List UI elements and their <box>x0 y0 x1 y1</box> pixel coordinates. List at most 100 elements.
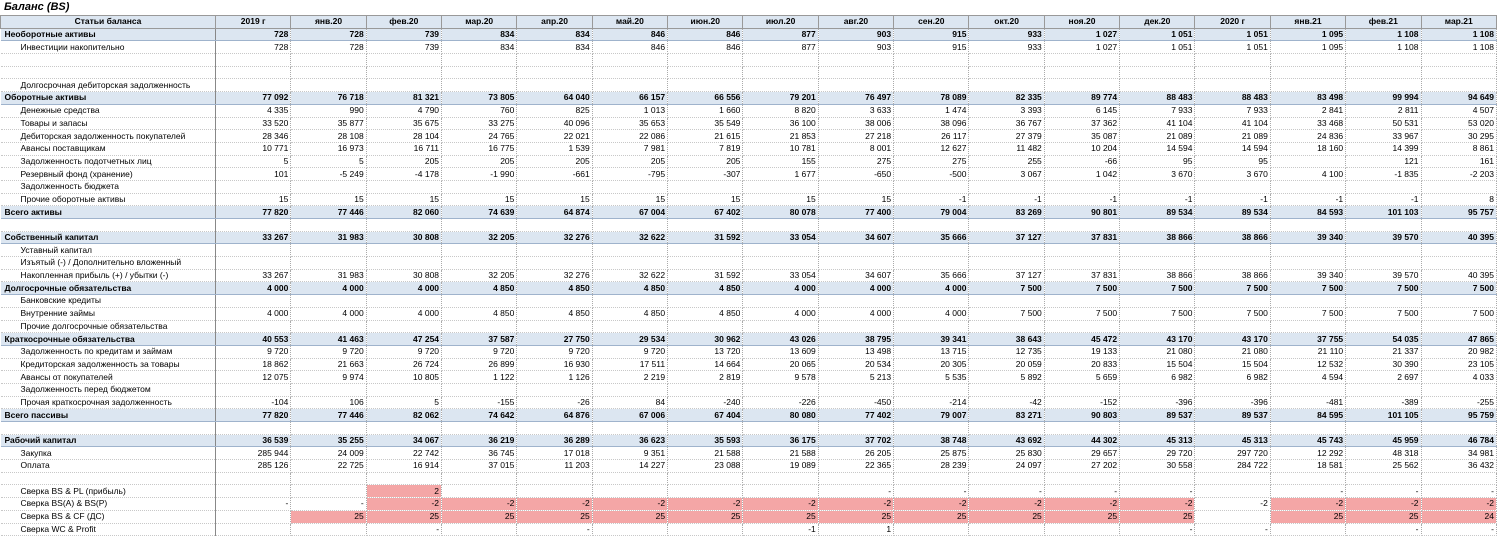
cell: 4 000 <box>818 307 895 321</box>
column-header: янв.20 <box>290 15 367 29</box>
cell: 9 974 <box>290 370 367 384</box>
cell: 13 609 <box>742 345 819 359</box>
cell: 21 080 <box>1119 345 1196 359</box>
cell <box>592 294 669 308</box>
column-header: окт.20 <box>968 15 1045 29</box>
cell: -2 <box>1044 497 1121 511</box>
cell: 25 <box>1270 510 1347 524</box>
cell: -2 <box>1194 497 1271 511</box>
cell <box>968 472 1045 486</box>
cell: 36 100 <box>742 117 819 131</box>
cell <box>818 78 895 93</box>
cell: 64 876 <box>516 408 593 422</box>
cell: 25 <box>1345 510 1422 524</box>
cell <box>742 383 819 397</box>
cell: 39 341 <box>893 332 970 346</box>
cell <box>893 66 970 80</box>
cell: 53 020 <box>1421 117 1497 131</box>
cell <box>893 78 970 93</box>
row-label: Авансы от покупателей <box>0 370 216 384</box>
cell: 34 607 <box>818 269 895 283</box>
cell: 37 127 <box>968 269 1045 283</box>
cell: -42 <box>968 396 1045 410</box>
cell: 7 500 <box>1119 281 1196 296</box>
cell: -2 <box>1270 497 1347 511</box>
cell: 25 <box>968 510 1045 524</box>
cell <box>290 383 367 397</box>
cell: 29 534 <box>592 332 669 346</box>
cell: 1 108 <box>1345 40 1422 55</box>
cell <box>592 383 669 397</box>
cell: 5 <box>290 155 367 169</box>
cell: 38 866 <box>1119 231 1196 245</box>
cell <box>1270 320 1347 334</box>
cell: 18 581 <box>1270 459 1347 473</box>
row-label: Всего пассивы <box>0 408 216 422</box>
cell <box>215 243 292 258</box>
table-row: Уставный капитал <box>0 243 1497 258</box>
cell: 27 202 <box>1044 459 1121 473</box>
cell <box>1044 180 1121 194</box>
cell <box>667 218 744 232</box>
cell: 4 033 <box>1421 370 1497 384</box>
cell: 40 553 <box>215 332 292 346</box>
cell: 40 096 <box>516 117 593 131</box>
cell <box>1119 320 1196 334</box>
cell: -2 <box>1345 497 1422 511</box>
cell <box>1119 218 1196 232</box>
cell: 15 <box>742 193 819 207</box>
row-label: Сверка WC & Profit <box>0 523 216 537</box>
cell <box>1345 472 1422 486</box>
cell: 4 000 <box>215 307 292 321</box>
cell: 4 000 <box>290 307 367 321</box>
cell: 43 170 <box>1119 332 1196 346</box>
cell: 1 539 <box>516 142 593 156</box>
cell <box>968 383 1045 397</box>
cell: -500 <box>893 167 970 181</box>
cell: -2 <box>742 497 819 511</box>
cell: - <box>968 484 1045 499</box>
cell: -226 <box>742 396 819 410</box>
cell: - <box>366 523 443 537</box>
cell <box>968 421 1045 435</box>
cell <box>1194 66 1271 80</box>
cell: 4 000 <box>290 281 367 296</box>
cell: 834 <box>516 40 593 55</box>
cell: 19 089 <box>742 459 819 473</box>
cell: 39 570 <box>1345 269 1422 283</box>
cell <box>366 243 443 258</box>
cell: 933 <box>968 28 1045 42</box>
cell: 10 805 <box>366 370 443 384</box>
cell: 47 254 <box>366 332 443 346</box>
cell <box>592 484 669 499</box>
cell: 9 720 <box>441 345 518 359</box>
cell: 41 463 <box>290 332 367 346</box>
cell <box>667 243 744 258</box>
cell <box>742 484 819 499</box>
cell: 35 653 <box>592 117 669 131</box>
cell <box>667 53 744 67</box>
table-row: Авансы поставщикам 10 771 16 973 16 711 16 7… <box>0 142 1497 156</box>
cell <box>366 66 443 80</box>
cell: 22 725 <box>290 459 367 473</box>
cell: 37 587 <box>441 332 518 346</box>
cell: - <box>1119 484 1196 499</box>
cell: 4 850 <box>667 281 744 296</box>
cell: 48 318 <box>1345 446 1422 461</box>
cell: 95 <box>1119 155 1196 169</box>
cell: 7 500 <box>968 281 1045 296</box>
cell: 4 000 <box>893 281 970 296</box>
cell: 4 000 <box>742 281 819 296</box>
cell: 2 811 <box>1345 104 1422 118</box>
cell: 5 213 <box>818 370 895 384</box>
cell: 4 850 <box>667 307 744 321</box>
row-label: Оплата <box>0 459 216 473</box>
cell: 77 446 <box>290 408 367 422</box>
cell: 25 <box>1119 510 1196 524</box>
cell: 33 054 <box>742 231 819 245</box>
cell: 17 511 <box>592 358 669 372</box>
cell: 9 720 <box>516 345 593 359</box>
cell: 7 933 <box>1194 104 1271 118</box>
row-label: Задолженность бюджета <box>0 180 216 194</box>
cell: -1 835 <box>1345 167 1422 181</box>
